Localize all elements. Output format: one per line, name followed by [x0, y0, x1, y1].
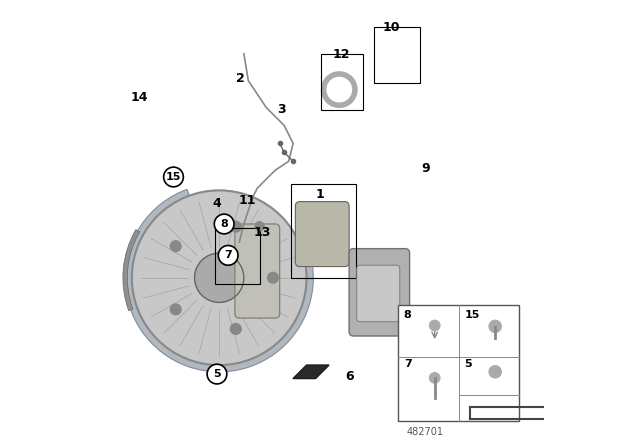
Bar: [321, 54, 363, 110]
FancyBboxPatch shape: [356, 265, 400, 322]
Circle shape: [429, 373, 440, 383]
Circle shape: [207, 364, 227, 384]
Circle shape: [195, 253, 244, 302]
Circle shape: [255, 222, 264, 231]
Circle shape: [489, 320, 502, 333]
Text: 15: 15: [166, 172, 181, 182]
Circle shape: [132, 190, 307, 365]
Polygon shape: [293, 365, 329, 379]
Text: 10: 10: [383, 21, 400, 34]
Circle shape: [214, 214, 234, 234]
Wedge shape: [125, 190, 313, 372]
Text: 5: 5: [464, 359, 472, 369]
Text: 482701: 482701: [407, 427, 444, 437]
Text: 3: 3: [276, 103, 285, 116]
Bar: [291, 184, 356, 278]
Text: 2: 2: [236, 72, 245, 85]
Circle shape: [218, 246, 238, 265]
FancyBboxPatch shape: [349, 249, 410, 336]
FancyBboxPatch shape: [296, 202, 349, 267]
Text: 7: 7: [404, 359, 412, 369]
Text: 1: 1: [316, 188, 324, 202]
Circle shape: [489, 366, 502, 378]
Wedge shape: [123, 229, 140, 311]
Text: 7: 7: [224, 250, 232, 260]
FancyBboxPatch shape: [235, 224, 280, 318]
Text: 11: 11: [239, 194, 256, 207]
Circle shape: [230, 221, 241, 232]
Circle shape: [230, 323, 241, 334]
Circle shape: [268, 272, 278, 283]
Text: 9: 9: [421, 161, 429, 175]
Bar: [215, 228, 260, 284]
Text: 14: 14: [131, 91, 148, 104]
Text: 8: 8: [220, 219, 228, 229]
Text: 12: 12: [333, 48, 350, 61]
Text: 15: 15: [464, 310, 479, 320]
Text: 5: 5: [213, 369, 221, 379]
Text: 6: 6: [345, 370, 353, 383]
Text: 8: 8: [404, 310, 412, 320]
Bar: [374, 27, 420, 83]
Circle shape: [170, 304, 181, 315]
Text: 4: 4: [212, 197, 221, 211]
Circle shape: [170, 241, 181, 251]
Circle shape: [429, 320, 440, 331]
Bar: [398, 305, 520, 421]
Circle shape: [164, 167, 184, 187]
Text: 13: 13: [254, 225, 271, 239]
